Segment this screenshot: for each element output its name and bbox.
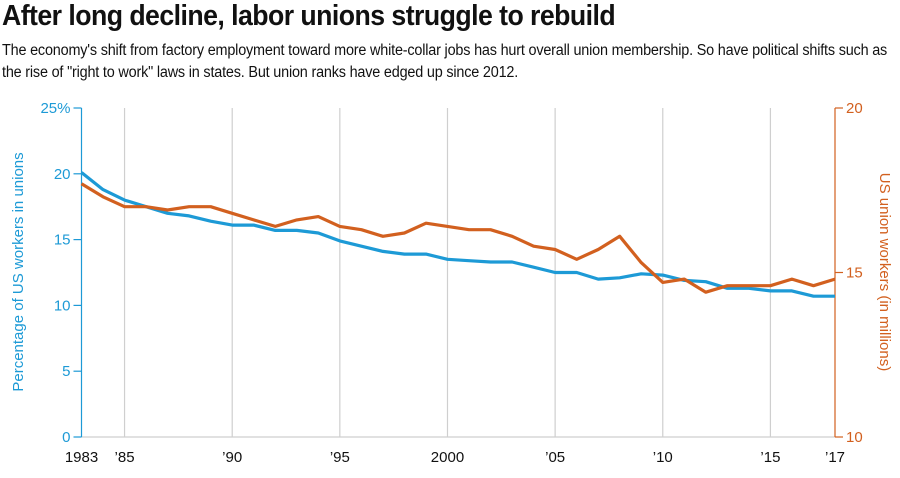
right-tick-label: 15 <box>846 265 863 282</box>
x-tick-label: ’05 <box>545 449 565 466</box>
axes <box>73 107 843 438</box>
x-tick-label: ’17 <box>825 449 845 466</box>
right-axis-title: US union workers (in millions) <box>876 173 893 371</box>
x-tick-label: ’90 <box>222 449 242 466</box>
x-tick-label: 1983 <box>65 449 98 466</box>
series-lines <box>80 171 836 298</box>
x-tick-label: ’95 <box>330 449 350 466</box>
left-tick-label: 0 <box>62 429 70 446</box>
left-tick-label: 5 <box>62 363 70 380</box>
x-tick-label: ’85 <box>115 449 135 466</box>
union-percentage-line <box>80 171 835 298</box>
chart-title: After long decline, labor unions struggl… <box>2 0 616 32</box>
x-tick-label: 2000 <box>431 449 464 466</box>
left-tick-label: 15 <box>54 232 71 249</box>
x-tick-label: ’15 <box>760 449 780 466</box>
left-axis-title: Percentage of US workers in unions <box>10 152 27 391</box>
left-tick-label: 10 <box>54 297 71 314</box>
union-workers-line <box>80 182 836 294</box>
gridlines <box>123 108 772 437</box>
left-tick-label: 25% <box>40 100 70 117</box>
right-tick-label: 20 <box>846 100 863 117</box>
tick-labels: 1983 ’85 ’90 ’95 2000 ’05 ’10 ’15 ’17 0 5 10 15 20 25%… <box>40 100 862 466</box>
right-tick-label: 10 <box>846 429 863 446</box>
left-tick-label: 20 <box>54 166 71 183</box>
x-tick-label: ’10 <box>653 449 673 466</box>
chart-subtitle: The economy's shift from factory employm… <box>2 42 888 81</box>
